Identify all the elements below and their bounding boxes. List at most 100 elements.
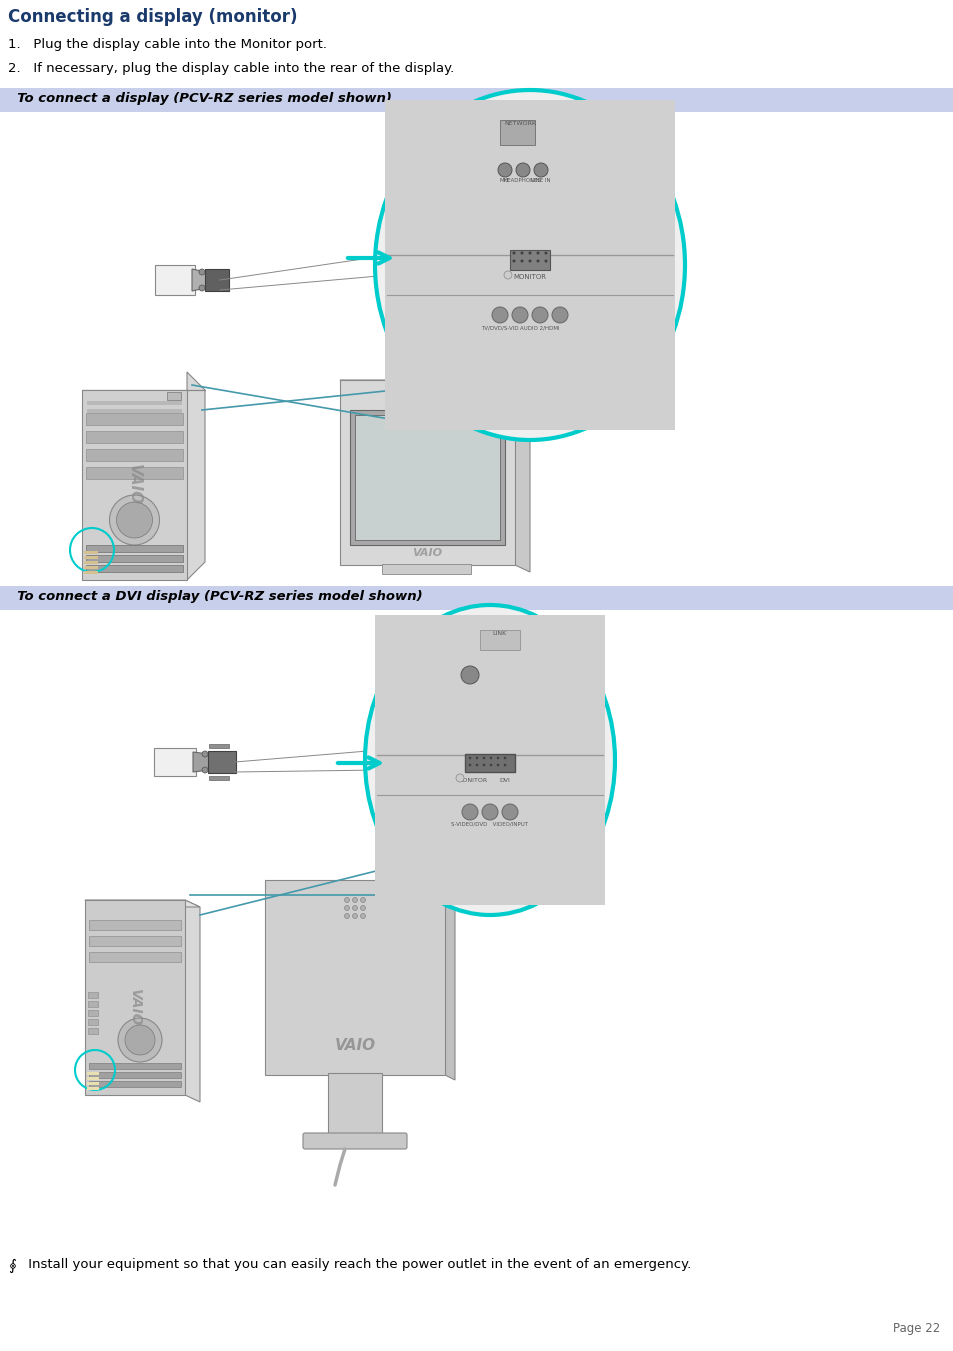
Circle shape — [501, 804, 517, 820]
Polygon shape — [515, 380, 530, 571]
Polygon shape — [85, 900, 200, 907]
Bar — [82, 390, 187, 580]
Bar — [89, 1071, 181, 1078]
Bar — [86, 449, 183, 461]
Bar — [167, 392, 181, 400]
Bar — [89, 936, 181, 946]
Circle shape — [110, 494, 159, 544]
Circle shape — [344, 905, 349, 911]
Text: VAIO: VAIO — [127, 465, 142, 505]
Polygon shape — [444, 880, 455, 1079]
Circle shape — [528, 259, 531, 262]
Bar — [84, 561, 98, 563]
Circle shape — [199, 269, 205, 276]
Bar — [84, 571, 98, 574]
Polygon shape — [187, 372, 205, 580]
Circle shape — [520, 259, 523, 262]
Bar — [86, 565, 183, 571]
Bar — [84, 566, 98, 569]
Bar — [510, 250, 550, 270]
Circle shape — [352, 905, 357, 911]
Circle shape — [476, 757, 477, 759]
Bar — [87, 1071, 99, 1075]
Circle shape — [489, 763, 492, 766]
Circle shape — [344, 897, 349, 902]
Circle shape — [468, 757, 471, 759]
Circle shape — [516, 163, 530, 177]
Text: 1.   Plug the display cable into the Monitor port.: 1. Plug the display cable into the Monit… — [8, 38, 327, 51]
Circle shape — [199, 285, 205, 290]
Text: VAIO: VAIO — [335, 1038, 375, 1052]
Circle shape — [352, 897, 357, 902]
Bar — [209, 775, 229, 780]
Bar — [87, 1088, 99, 1090]
Text: To connect a DVI display (PCV-RZ series model shown): To connect a DVI display (PCV-RZ series … — [8, 590, 422, 603]
Circle shape — [481, 804, 497, 820]
Bar — [479, 630, 519, 650]
FancyBboxPatch shape — [328, 1073, 381, 1138]
Circle shape — [497, 763, 498, 766]
Polygon shape — [192, 269, 206, 290]
Polygon shape — [193, 753, 209, 771]
Circle shape — [536, 251, 539, 254]
Ellipse shape — [365, 605, 615, 915]
Bar — [86, 555, 183, 562]
Bar — [350, 409, 504, 544]
Text: NETWORK: NETWORK — [503, 122, 536, 126]
Circle shape — [503, 763, 506, 766]
Circle shape — [202, 767, 208, 773]
FancyBboxPatch shape — [303, 1133, 407, 1148]
Text: LINK: LINK — [493, 631, 507, 636]
Text: LINE IN: LINE IN — [531, 178, 550, 182]
Text: TV/DVD/S-VID: TV/DVD/S-VID — [480, 326, 518, 331]
Circle shape — [125, 1025, 154, 1055]
Text: Install your equipment so that you can easily reach the power outlet in the even: Install your equipment so that you can e… — [24, 1258, 691, 1271]
Bar — [375, 615, 604, 905]
Bar — [87, 417, 182, 422]
Bar — [84, 551, 98, 554]
Bar — [89, 1081, 181, 1088]
Circle shape — [352, 913, 357, 919]
Text: AUDIO 2/HDMI: AUDIO 2/HDMI — [519, 326, 559, 331]
Text: Connecting a display (monitor): Connecting a display (monitor) — [8, 8, 297, 26]
Bar — [86, 467, 183, 480]
Bar — [86, 544, 183, 553]
Bar — [499, 120, 535, 145]
Text: DVI: DVI — [499, 778, 510, 784]
Circle shape — [360, 905, 365, 911]
Circle shape — [482, 763, 485, 766]
Text: HEADPHONES: HEADPHONES — [503, 178, 541, 182]
Circle shape — [482, 757, 485, 759]
Bar — [85, 900, 185, 1096]
Circle shape — [536, 259, 539, 262]
Text: ⨕: ⨕ — [8, 1258, 16, 1273]
Circle shape — [489, 757, 492, 759]
FancyBboxPatch shape — [381, 563, 471, 574]
Circle shape — [503, 757, 506, 759]
Bar — [88, 1019, 98, 1024]
Bar — [88, 1001, 98, 1006]
Bar — [89, 920, 181, 929]
Circle shape — [202, 751, 208, 757]
Bar — [385, 100, 675, 430]
Circle shape — [520, 251, 523, 254]
Circle shape — [116, 503, 152, 538]
Circle shape — [512, 251, 515, 254]
Bar — [265, 880, 444, 1075]
Circle shape — [497, 163, 512, 177]
Bar — [87, 1077, 99, 1079]
Bar — [88, 1009, 98, 1016]
Circle shape — [344, 913, 349, 919]
Bar — [355, 415, 499, 540]
Bar — [86, 413, 183, 426]
FancyBboxPatch shape — [205, 269, 229, 290]
Circle shape — [544, 251, 547, 254]
Circle shape — [360, 897, 365, 902]
Text: 2.   If necessary, plug the display cable into the rear of the display.: 2. If necessary, plug the display cable … — [8, 62, 454, 76]
Circle shape — [503, 272, 512, 280]
Circle shape — [492, 307, 507, 323]
Bar — [464, 754, 515, 771]
Circle shape — [528, 251, 531, 254]
Circle shape — [512, 307, 527, 323]
Text: MIC: MIC — [499, 178, 510, 182]
